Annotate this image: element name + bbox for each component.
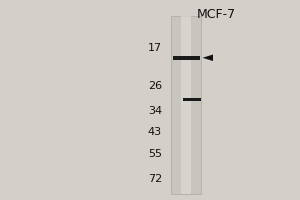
Bar <box>172 56 200 60</box>
Text: 26: 26 <box>148 81 162 91</box>
Bar <box>171 16 201 194</box>
Text: MCF-7: MCF-7 <box>196 8 236 21</box>
Text: 34: 34 <box>148 106 162 116</box>
Text: 43: 43 <box>148 127 162 137</box>
Bar <box>183 98 201 101</box>
Text: 55: 55 <box>148 149 162 159</box>
Polygon shape <box>202 55 213 61</box>
Text: 17: 17 <box>148 43 162 53</box>
Bar <box>181 16 191 194</box>
Text: 72: 72 <box>148 174 162 184</box>
